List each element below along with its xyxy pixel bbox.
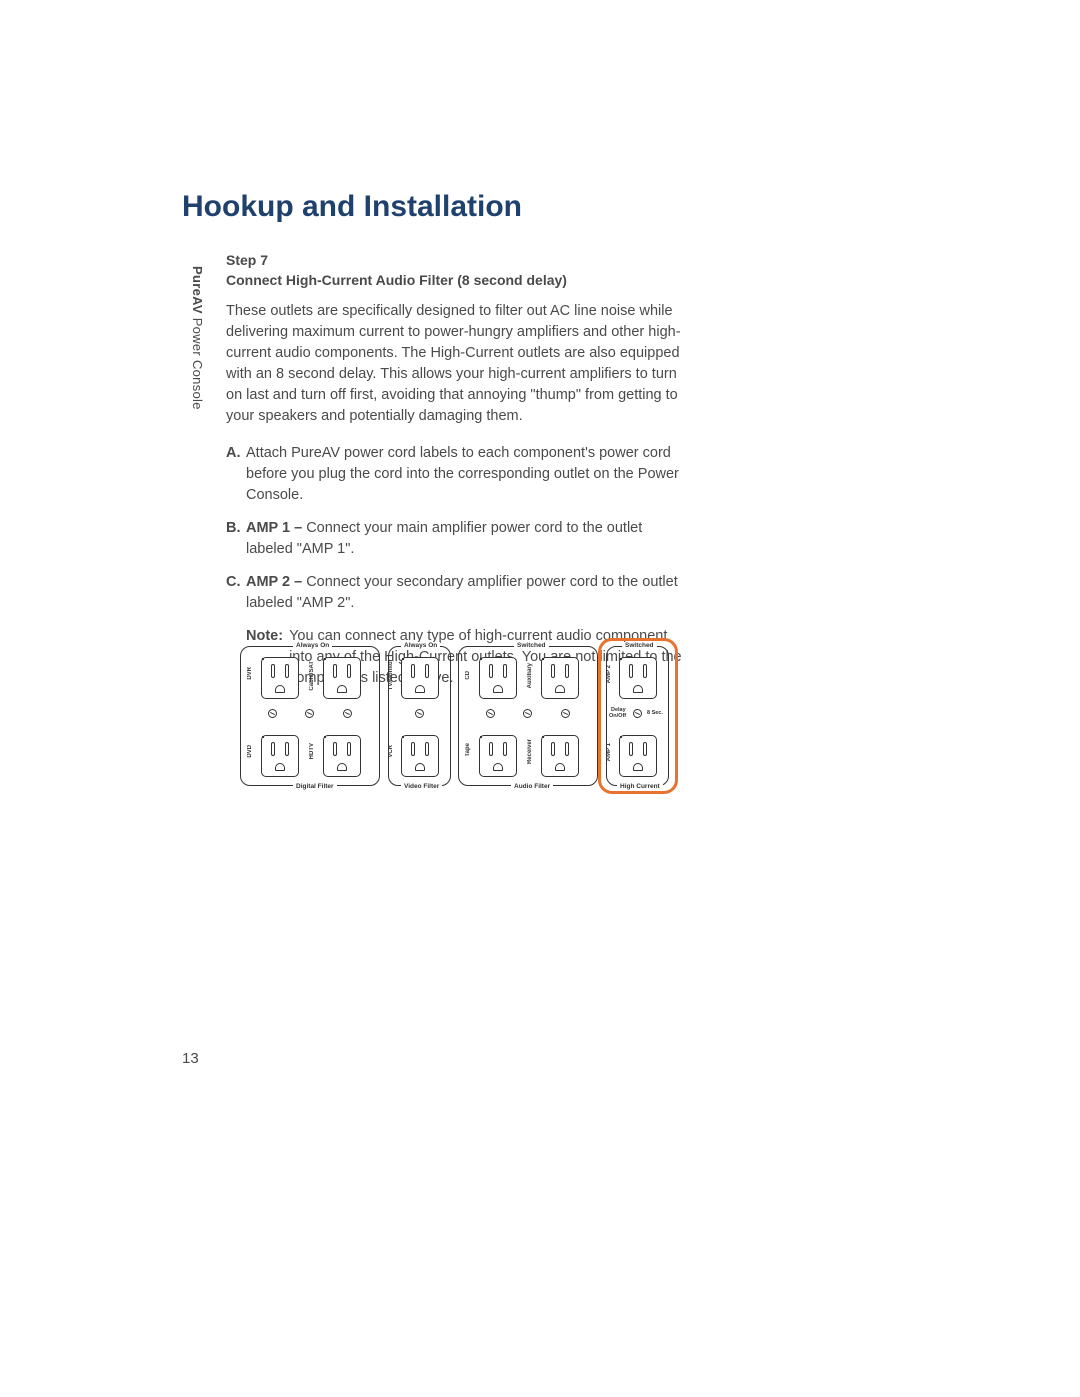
screw-icon (523, 709, 532, 718)
outlet-label: DVR (247, 667, 253, 680)
outlet-icon (261, 657, 299, 699)
screw-icon (486, 709, 495, 718)
outlet-panel: Always OnDigital FilterDVRCable/SATDVDHD… (240, 646, 380, 786)
screw-icon (268, 709, 277, 718)
screw-icon (561, 709, 570, 718)
outlet-label: TV/Monitor (388, 659, 394, 690)
outlet-icon (323, 735, 361, 777)
panel-bottom-label: Digital Filter (293, 783, 337, 790)
highlight-box (598, 638, 678, 794)
outlet-label: HDTV (309, 743, 315, 759)
panel-top-label: Always On (293, 642, 332, 649)
list-item: C.AMP 2 – Connect your secondary amplifi… (226, 572, 686, 614)
step-subtitle: Connect High-Current Audio Filter (8 sec… (226, 272, 567, 288)
outlet-label: Receiver (527, 739, 533, 764)
outlet-label: Auxiliary (527, 663, 533, 688)
outlet-icon (479, 735, 517, 777)
list-item: A.Attach PureAV power cord labels to eac… (226, 443, 686, 506)
outlet-label: Tape (465, 743, 471, 757)
screw-icon (343, 709, 352, 718)
list-item: B.AMP 1 – Connect your main amplifier po… (226, 518, 686, 560)
sidebar-rest: Power Console (190, 314, 205, 410)
outlet-panel: SwitchedAudio FilterCDAuxiliaryTapeRecei… (458, 646, 598, 786)
list-letter: A. (226, 443, 246, 506)
panel-bottom-label: Audio Filter (511, 783, 553, 790)
outlet-icon (401, 657, 439, 699)
list-body: AMP 2 – Connect your secondary amplifier… (246, 572, 686, 614)
outlet-label: DVD (247, 745, 253, 758)
page-number: 13 (182, 1050, 199, 1067)
step-header: Step 7 Connect High-Current Audio Filter… (226, 250, 686, 291)
outlet-label: Cable/SAT (309, 661, 315, 691)
outlet-icon (541, 735, 579, 777)
list-letter: C. (226, 572, 246, 614)
outlet-label: VCR (388, 745, 394, 758)
page-title: Hookup and Installation (182, 190, 882, 224)
panel-bottom-label: Video Filter (401, 783, 442, 790)
list-body: Attach PureAV power cord labels to each … (246, 443, 686, 506)
panel-top-label: Switched (514, 642, 549, 649)
outlet-diagram: Always On Digital Filter DVR Cable/SAT DVD HD… (240, 640, 670, 800)
screw-icon (415, 709, 424, 718)
outlet-icon (261, 735, 299, 777)
panel-top-label: Always On (401, 642, 440, 649)
intro-paragraph: These outlets are specifically designed … (226, 301, 686, 427)
outlet-panel: Always OnVideo FilterTV/MonitorVCR (388, 646, 451, 786)
step-label: Step 7 (226, 252, 268, 268)
screw-icon (305, 709, 314, 718)
sidebar-label: PureAV Power Console (190, 266, 205, 410)
sidebar-bold: PureAV (190, 266, 205, 314)
outlet-icon (479, 657, 517, 699)
outlet-icon (541, 657, 579, 699)
outlet-label: CD (465, 671, 471, 680)
list-body: AMP 1 – Connect your main amplifier powe… (246, 518, 686, 560)
outlet-icon (401, 735, 439, 777)
list-letter: B. (226, 518, 246, 560)
outlet-icon (323, 657, 361, 699)
